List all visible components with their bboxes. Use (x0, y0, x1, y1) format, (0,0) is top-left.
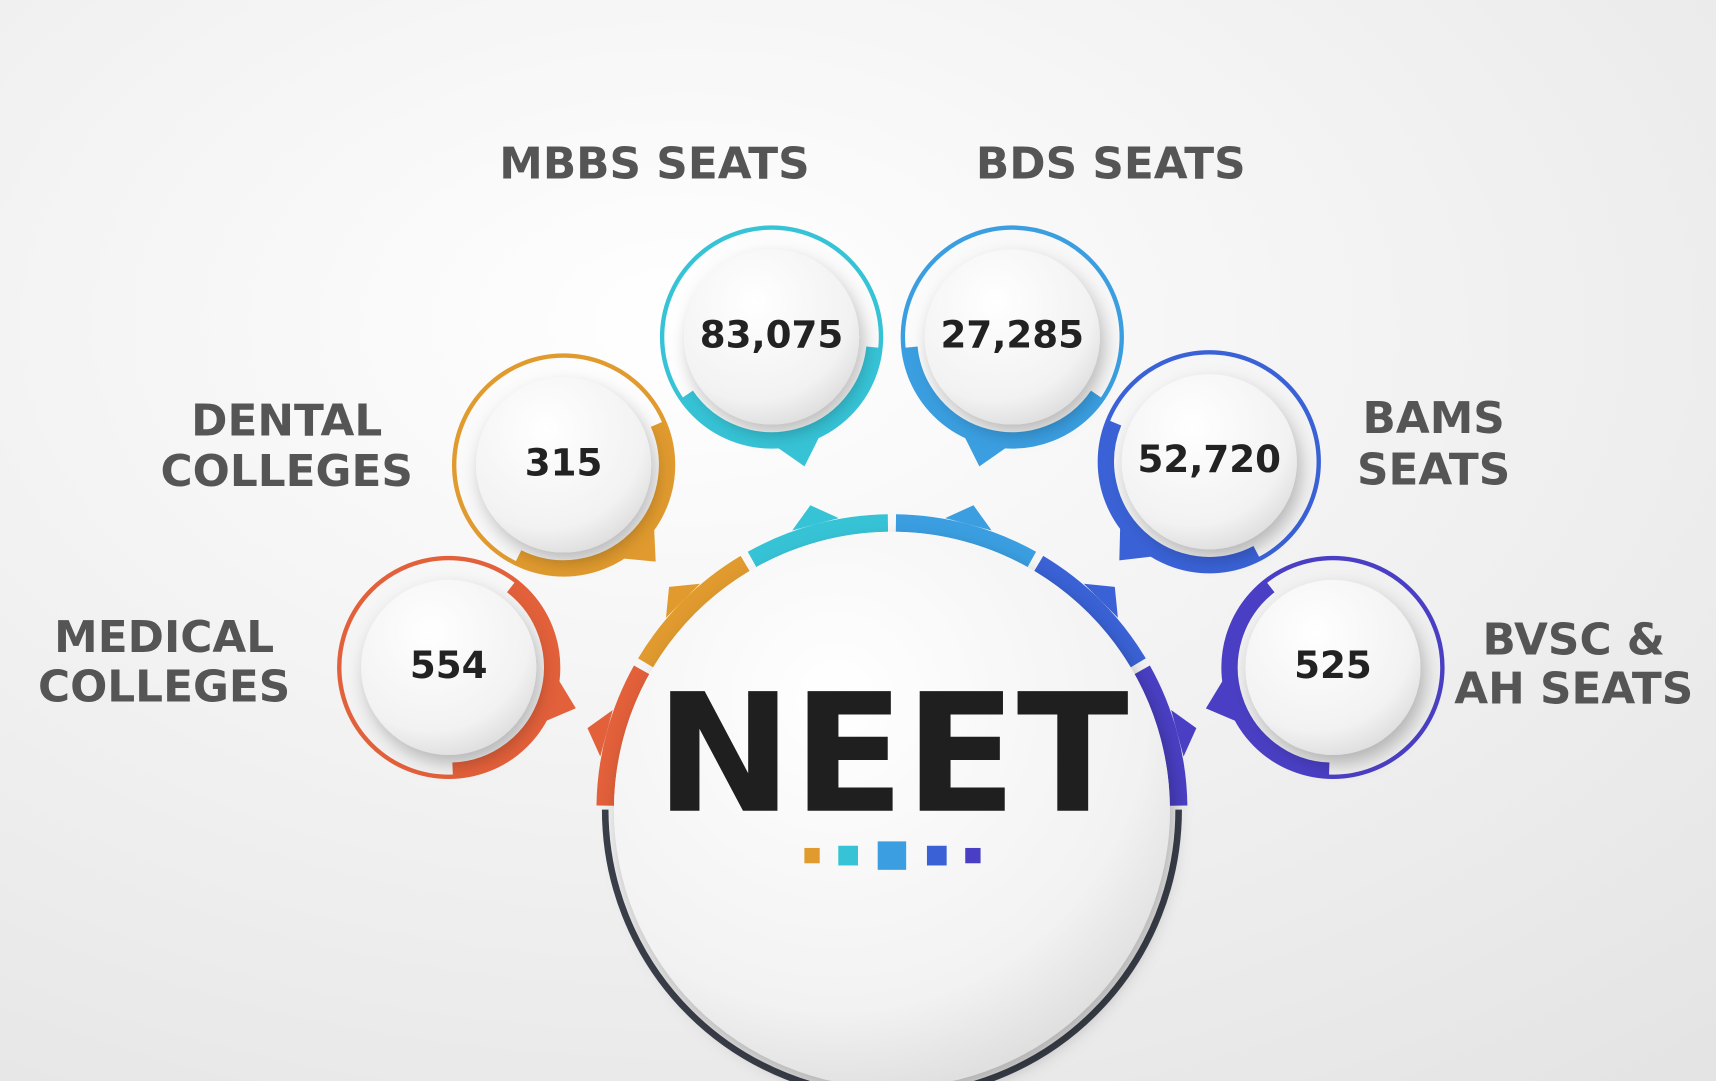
item-value: 525 (1294, 643, 1372, 687)
item-label: COLLEGES (161, 446, 413, 497)
item-label: SEATS (1357, 445, 1510, 496)
legend-square (927, 846, 947, 866)
center-title: NEET (655, 659, 1129, 850)
item-label: AH SEATS (1454, 663, 1693, 714)
item-label: BVSC & (1482, 614, 1665, 665)
item-value: 27,285 (941, 312, 1085, 356)
infographic: NEET554MEDICALCOLLEGES315DENTALCOLLEGES8… (0, 0, 1716, 1081)
item-value: 83,075 (700, 312, 844, 356)
item-label: BAMS (1362, 393, 1504, 444)
item-value: 52,720 (1138, 437, 1282, 481)
legend-square (878, 841, 906, 869)
item-value: 315 (525, 441, 603, 485)
item-label: MBBS SEATS (499, 138, 809, 189)
item-label: BDS SEATS (976, 138, 1246, 189)
item-label: MEDICAL (54, 612, 274, 663)
legend-square (965, 848, 980, 863)
item-label: COLLEGES (38, 661, 290, 712)
item-label: DENTAL (191, 395, 382, 446)
item-value: 554 (410, 643, 488, 687)
legend-square (838, 846, 858, 866)
legend-square (804, 848, 819, 863)
